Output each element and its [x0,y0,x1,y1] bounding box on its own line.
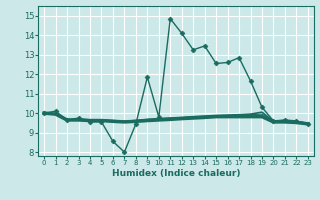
X-axis label: Humidex (Indice chaleur): Humidex (Indice chaleur) [112,169,240,178]
